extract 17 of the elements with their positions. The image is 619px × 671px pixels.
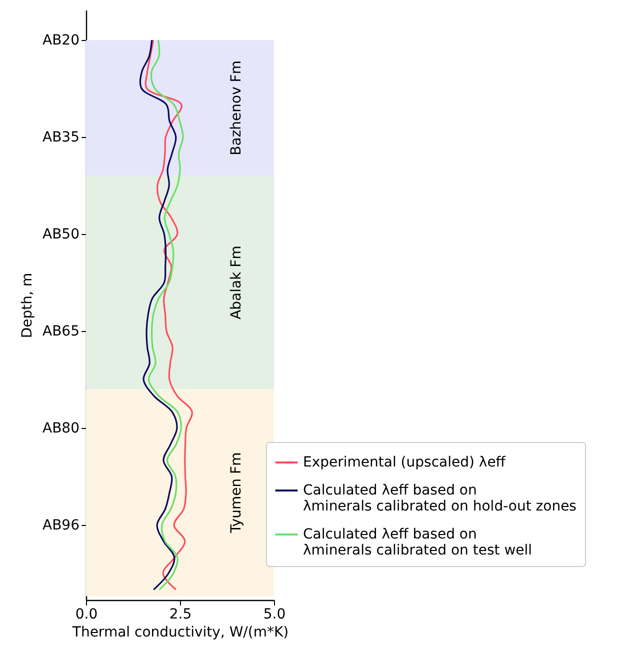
y-tick-label: AB80 — [42, 420, 80, 437]
legend-label: Calculated λeff based on λminerals calibrated on test well — [303, 526, 532, 558]
annotation: Tyumen Fm — [228, 452, 244, 534]
annotation: Bazhenov Fm — [228, 60, 244, 156]
legend-label: Calculated λeff based on λminerals calibrated on hold-out zones — [303, 482, 576, 514]
y-tick-label: AB96 — [42, 517, 80, 534]
x-tick-label: 2.5 — [169, 606, 192, 622]
x-tick-label: 0.0 — [75, 606, 98, 622]
x-tick-label: 5.0 — [263, 606, 286, 622]
y-tick-label: AB50 — [42, 226, 80, 243]
y-tick-label: AB20 — [42, 32, 80, 49]
x-axis-title: Thermal conductivity, W/(m*K) — [71, 624, 289, 640]
y-tick-label: AB65 — [42, 324, 80, 340]
legend-label: Experimental (upscaled) λeff — [303, 454, 506, 470]
annotation: Abalak Fm — [228, 246, 244, 320]
y-tick-label: AB35 — [42, 130, 80, 146]
y-axis-title: Depth, m — [20, 272, 36, 338]
